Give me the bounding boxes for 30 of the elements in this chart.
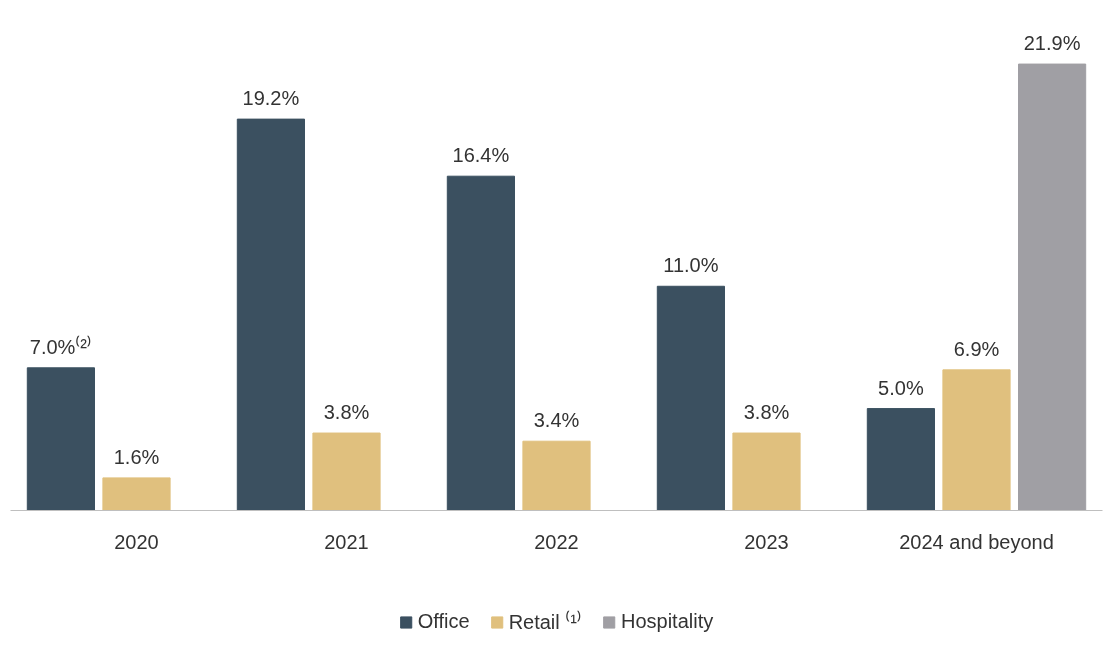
data-label: 1.6% — [113, 445, 160, 468]
data-label: 16.4% — [452, 144, 510, 167]
legend-label: Retail ⁽¹⁾ — [508, 609, 582, 635]
legend-label: Hospitality — [620, 610, 714, 633]
data-label: 3.8% — [323, 401, 370, 424]
data-label: 5.0% — [878, 376, 924, 399]
bar — [236, 118, 305, 511]
data-label: 19.2% — [242, 87, 300, 110]
x-tick-label: 2023 — [744, 530, 789, 553]
bar — [942, 369, 1011, 511]
bar — [1018, 63, 1087, 511]
bar — [732, 432, 801, 511]
bar — [26, 367, 95, 511]
data-label: 21.9% — [1023, 32, 1081, 55]
x-tick-label: 2024 and beyond — [899, 530, 1054, 553]
legend-label: Office — [417, 610, 470, 633]
data-label: 11.0% — [663, 254, 719, 277]
data-label: 7.0%⁽²⁾ — [29, 334, 93, 358]
bar — [102, 477, 171, 511]
data-label: 3.4% — [533, 409, 580, 432]
bar — [312, 432, 381, 511]
bar — [656, 285, 725, 511]
x-tick-label: 2020 — [114, 530, 159, 553]
data-label: 6.9% — [953, 337, 1000, 360]
bar — [866, 408, 935, 511]
bar — [522, 440, 591, 511]
bar — [446, 175, 515, 511]
x-tick-label: 2022 — [534, 530, 579, 553]
data-label: 3.8% — [743, 401, 790, 424]
x-tick-label: 2021 — [324, 530, 369, 553]
